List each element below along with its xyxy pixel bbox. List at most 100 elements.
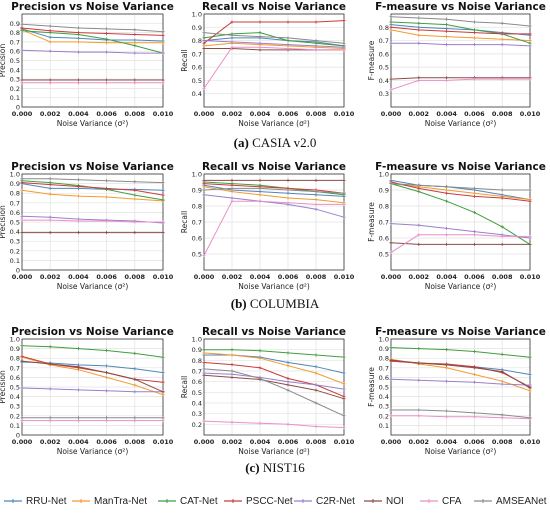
data-point bbox=[161, 181, 165, 185]
x-tick-label: 0.004 bbox=[250, 438, 271, 446]
x-tick-label: 0.000 bbox=[194, 273, 215, 281]
data-point bbox=[105, 186, 109, 190]
series-line-amseanet bbox=[203, 32, 345, 44]
data-point bbox=[314, 178, 318, 182]
data-point bbox=[133, 390, 137, 394]
data-point bbox=[48, 387, 52, 391]
chart-title: Precision vs Noise Variance bbox=[11, 161, 174, 173]
data-point bbox=[105, 364, 109, 368]
data-point bbox=[342, 19, 346, 23]
data-point bbox=[161, 419, 165, 423]
x-tick-label: 0.010 bbox=[153, 110, 174, 118]
x-tick-label: 0.008 bbox=[492, 438, 513, 446]
data-point bbox=[417, 347, 421, 351]
x-tick-label: 0.006 bbox=[464, 438, 485, 446]
data-point bbox=[258, 31, 262, 35]
data-point bbox=[500, 382, 504, 386]
chart-1: Precision vs Noise Variance 0 0.10.20.3 0.4… bbox=[0, 1, 174, 128]
legend-line-icon bbox=[4, 499, 22, 503]
data-point bbox=[161, 193, 165, 197]
y-tick-label: 0.2 bbox=[379, 412, 389, 420]
y-tick-label: 0.5 bbox=[379, 251, 389, 259]
data-point bbox=[133, 188, 137, 192]
x-axis-label: Noise Variance (σ²) bbox=[238, 282, 310, 291]
legend-line-icon bbox=[420, 499, 438, 503]
data-point bbox=[286, 20, 290, 24]
data-point bbox=[389, 77, 393, 81]
y-tick-label: 0.3 bbox=[192, 410, 202, 418]
data-point bbox=[202, 185, 206, 189]
data-point bbox=[445, 409, 449, 413]
data-point bbox=[230, 183, 234, 187]
data-point bbox=[133, 416, 137, 420]
data-point bbox=[286, 422, 290, 426]
data-point bbox=[389, 408, 393, 412]
chart-title: Recall vs Noise Variance bbox=[202, 326, 346, 338]
data-point bbox=[472, 210, 476, 214]
data-point bbox=[48, 186, 52, 190]
data-point bbox=[161, 393, 165, 397]
data-point bbox=[445, 42, 449, 47]
x-axis-label: Noise Variance (σ²) bbox=[425, 447, 497, 456]
legend-line-icon bbox=[294, 499, 312, 503]
data-point bbox=[472, 77, 476, 81]
data-point bbox=[161, 30, 165, 34]
data-point bbox=[105, 31, 109, 36]
x-tick-label: 0.008 bbox=[125, 438, 146, 446]
x-tick-label: 0.010 bbox=[153, 438, 174, 446]
series-line-cat-net bbox=[390, 183, 531, 245]
data-point bbox=[445, 366, 449, 370]
y-tick-label: 0.8 bbox=[10, 29, 20, 37]
data-point bbox=[230, 190, 234, 194]
data-point bbox=[286, 188, 290, 192]
data-point bbox=[417, 361, 421, 365]
legend-item: CAT-Net bbox=[158, 493, 218, 509]
data-point bbox=[342, 371, 346, 375]
y-tick-label: 0.5 bbox=[192, 251, 202, 259]
y-tick-label: 0.3 bbox=[10, 403, 20, 411]
data-point bbox=[20, 29, 24, 33]
data-point bbox=[417, 378, 421, 382]
data-point bbox=[528, 389, 532, 393]
data-point bbox=[105, 81, 109, 85]
data-point bbox=[105, 41, 109, 45]
x-tick-label: 0.000 bbox=[194, 438, 215, 446]
data-point bbox=[161, 390, 165, 394]
data-point bbox=[48, 78, 52, 82]
data-point bbox=[202, 38, 206, 43]
data-point bbox=[472, 233, 476, 237]
y-tick-label: 0.9 bbox=[379, 345, 389, 353]
y-tick-label: 0.2 bbox=[10, 247, 20, 255]
x-tick-label: 0.006 bbox=[278, 273, 299, 281]
y-tick-label: 0 bbox=[16, 267, 20, 275]
data-point bbox=[133, 220, 137, 224]
data-point bbox=[472, 42, 476, 47]
y-tick-label: 0.9 bbox=[192, 187, 202, 195]
series-line-cfa bbox=[203, 200, 344, 256]
data-point bbox=[417, 183, 421, 187]
series-line-amseanet bbox=[390, 183, 530, 191]
data-point bbox=[105, 27, 109, 31]
x-axis-label: Noise Variance (σ²) bbox=[57, 119, 129, 128]
y-tick-label: 0.6 bbox=[10, 374, 20, 382]
data-point bbox=[314, 365, 318, 369]
y-tick-label: 0.6 bbox=[379, 50, 389, 58]
y-tick-label: 0.1 bbox=[379, 422, 389, 430]
data-point bbox=[417, 190, 421, 194]
data-point bbox=[342, 191, 346, 195]
data-point bbox=[20, 218, 24, 222]
y-tick-label: 0.5 bbox=[10, 219, 20, 227]
legend: RRU-Net ManTra-Net CAT-Net PSCC-Net C2R-Net N… bbox=[0, 493, 550, 509]
y-tick-label: 0.2 bbox=[10, 85, 20, 93]
x-tick-label: 0.000 bbox=[12, 273, 33, 281]
series-line-noi bbox=[203, 374, 345, 400]
y-tick-label: 0.6 bbox=[379, 374, 389, 382]
data-point bbox=[161, 220, 165, 224]
data-point bbox=[258, 356, 262, 360]
chart-title: F-measure vs Noise Variance bbox=[375, 161, 546, 173]
series-line-cfa bbox=[22, 219, 163, 223]
x-tick-label: 0.006 bbox=[96, 273, 117, 281]
data-point bbox=[258, 34, 262, 39]
y-tick-label: 0.9 bbox=[192, 24, 202, 32]
data-point bbox=[133, 197, 137, 201]
